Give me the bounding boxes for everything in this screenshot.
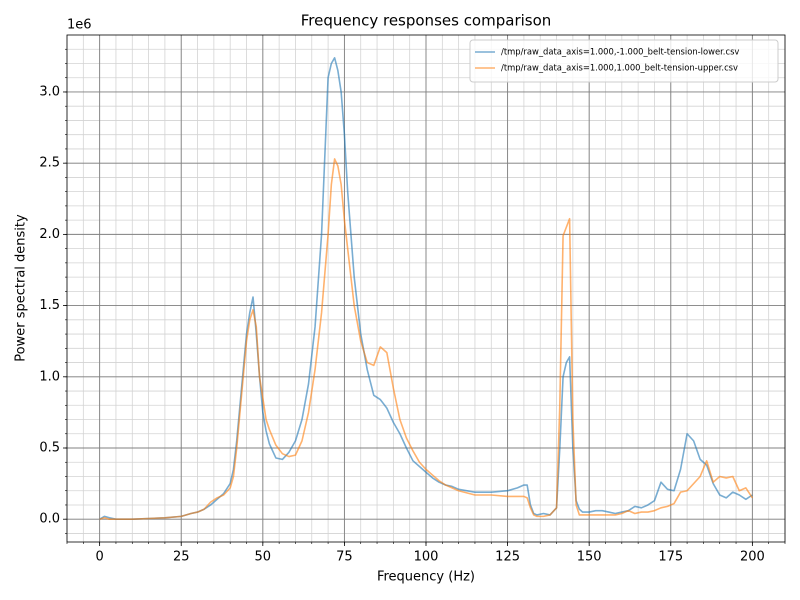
x-tick-label: 125 [495, 550, 520, 565]
y-axis-label: Power spectral density [14, 214, 29, 362]
legend-label: /tmp/raw_data_axis=1.000,-1.000_belt-ten… [501, 47, 739, 57]
legend: /tmp/raw_data_axis=1.000,-1.000_belt-ten… [469, 39, 779, 83]
legend-label: /tmp/raw_data_axis=1.000,1.000_belt-tens… [501, 63, 738, 73]
x-tick-label: 25 [173, 550, 190, 565]
y-tick-label: 1.5 [39, 298, 60, 313]
y-tick-label: 2.0 [39, 227, 60, 242]
x-tick-label: 0 [95, 550, 103, 565]
y-tick-label: 0.5 [39, 441, 60, 456]
y-tick-label: 2.5 [39, 156, 60, 171]
plot-frame [66, 34, 786, 543]
x-tick-label: 75 [336, 550, 353, 565]
x-tick-label: 175 [658, 550, 683, 565]
x-tick-label: 100 [414, 550, 439, 565]
x-tick-label: 200 [740, 550, 765, 565]
series-line [99, 158, 754, 521]
x-tick-label: 150 [577, 550, 602, 565]
x-axis-label: Frequency (Hz) [377, 570, 475, 585]
chart-title: Frequency responses comparison [301, 12, 552, 30]
y-tick-label: 3.0 [39, 84, 60, 99]
legend-frame [469, 39, 779, 83]
x-tick-label: 50 [255, 550, 272, 565]
y-offset-label: 1e6 [67, 18, 92, 33]
y-tick-label: 0.0 [39, 512, 60, 527]
y-tick-label: 1.0 [39, 369, 60, 384]
